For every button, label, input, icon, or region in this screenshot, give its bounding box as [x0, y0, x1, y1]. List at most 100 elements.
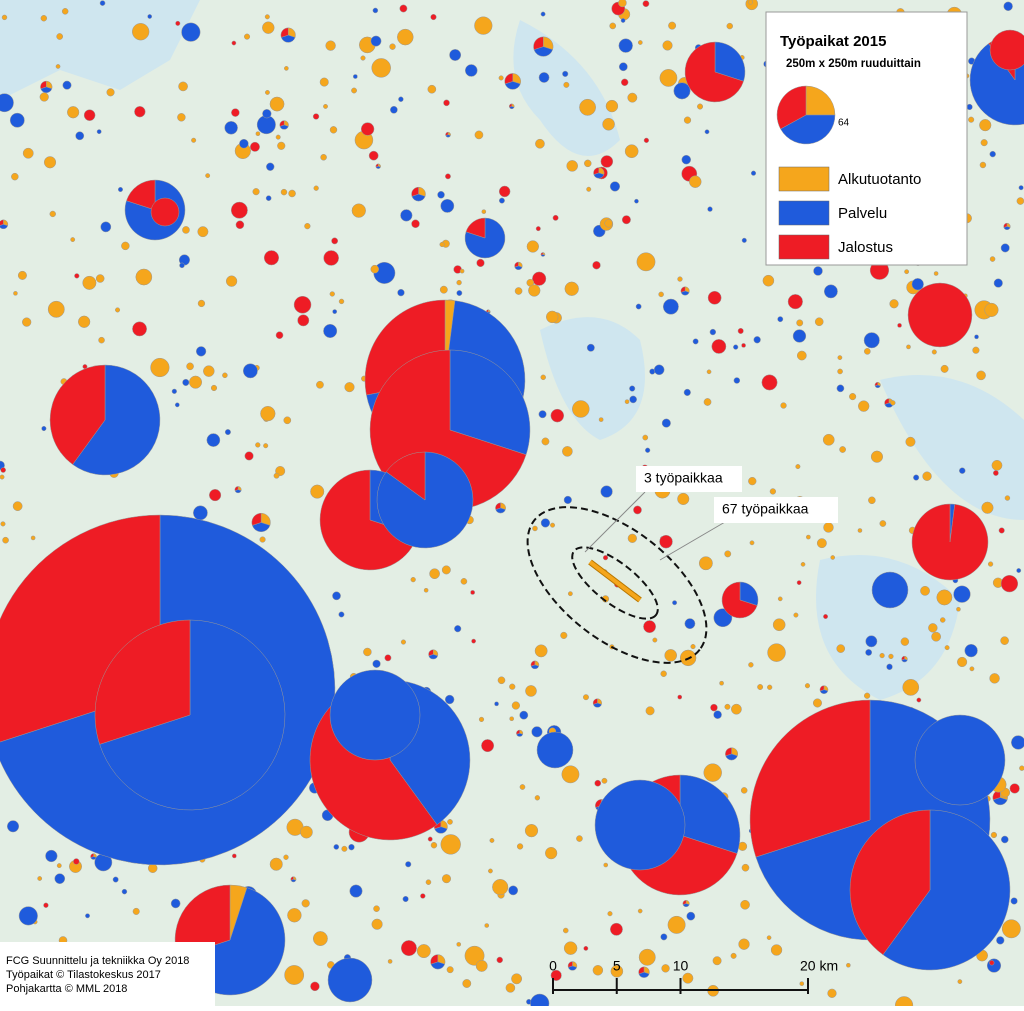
- pie-slice: [78, 315, 91, 328]
- pie-slice: [777, 316, 784, 323]
- pie-slice: [536, 731, 574, 769]
- pie-slice: [279, 120, 285, 127]
- inner-ellipse: [571, 546, 659, 620]
- legend-pie: [776, 85, 836, 145]
- pie-slice: [397, 28, 414, 46]
- pie-slice: [399, 4, 408, 13]
- pie-slice: [814, 317, 824, 327]
- pie-slice: [251, 522, 271, 533]
- pie-slice: [1000, 636, 1009, 645]
- credit: Pohjakartta © MML 2018: [6, 983, 127, 995]
- pie-slice: [430, 14, 437, 21]
- pie-slice: [197, 226, 209, 238]
- pie-slice: [629, 385, 636, 392]
- pie-slice: [600, 155, 614, 168]
- pie-slice: [132, 321, 147, 337]
- pie-slice: [410, 577, 416, 583]
- pie-slice: [886, 663, 893, 671]
- pie-slice: [524, 824, 539, 838]
- pie-slice: [750, 170, 757, 176]
- pie-slice: [444, 694, 455, 705]
- pie-slice: [293, 296, 312, 314]
- pie-slice: [936, 589, 953, 606]
- pie-slice: [713, 710, 722, 719]
- pie-slice: [1, 14, 8, 21]
- pie-slice: [313, 185, 319, 191]
- pie-slice: [400, 209, 413, 222]
- pie-slice: [944, 645, 950, 651]
- pie-slice: [12, 501, 23, 511]
- pie-slice: [534, 644, 548, 658]
- pie-slice: [504, 73, 513, 85]
- pie-slice: [178, 81, 188, 92]
- legend-label: Jalostus: [838, 239, 893, 256]
- pie-slice: [707, 206, 713, 212]
- pie-slice: [888, 653, 894, 660]
- pie-slice: [564, 281, 579, 296]
- pie-slice: [1000, 243, 1010, 253]
- pie-slice: [427, 836, 433, 842]
- pie-slice: [858, 400, 870, 412]
- pie-slice: [387, 959, 393, 964]
- pie-slice: [683, 116, 692, 124]
- pie-slice: [117, 186, 123, 192]
- pie-slice: [348, 843, 355, 851]
- callout-line: [584, 491, 646, 553]
- pie-slice: [284, 66, 289, 71]
- pie-slice: [607, 911, 613, 917]
- pie-slice: [749, 699, 871, 858]
- pie-slice: [280, 188, 288, 196]
- pie-slice: [706, 369, 712, 375]
- pie-slice: [922, 471, 932, 481]
- pie-slice: [933, 271, 939, 276]
- pie-slice: [132, 907, 140, 915]
- pie-slice: [232, 853, 237, 859]
- pie-slice: [979, 161, 987, 169]
- pie-slice: [972, 346, 980, 354]
- pie-slice: [456, 942, 461, 947]
- pie-slice: [795, 464, 801, 470]
- pie-slice: [121, 241, 130, 251]
- pie-slice: [475, 959, 488, 972]
- pie-slice: [509, 716, 514, 722]
- pie-slice: [672, 600, 678, 606]
- pie-slice: [540, 11, 546, 17]
- pie-slice: [533, 36, 544, 50]
- pie-slice: [748, 476, 757, 486]
- scale-bar: 0 5 10 20 km: [549, 958, 838, 994]
- legend-title: Työpaikat 2015: [780, 33, 886, 50]
- pie-slice: [526, 240, 539, 253]
- pie-slice: [428, 649, 434, 657]
- pie-slice: [931, 349, 937, 355]
- pie-slice: [449, 349, 531, 456]
- scale-label: 20 km: [800, 958, 838, 974]
- pie-slice: [864, 348, 871, 355]
- pie-slice: [474, 130, 484, 140]
- pie-slice: [990, 831, 998, 839]
- pie-slice: [540, 374, 546, 381]
- pie-slice: [304, 223, 311, 230]
- pie-slice: [900, 637, 910, 646]
- pie-slice: [456, 279, 462, 286]
- pie-slice: [865, 649, 872, 656]
- pie-slice: [621, 215, 631, 225]
- pie-slice: [56, 863, 62, 869]
- pie-slice: [175, 20, 181, 26]
- pie-slice: [966, 103, 973, 111]
- pie-slice: [653, 364, 665, 376]
- pie-slice: [39, 92, 49, 102]
- pie-slice: [769, 488, 777, 495]
- pie-slice: [197, 299, 206, 308]
- pie-slice: [733, 377, 741, 384]
- pie-slice: [692, 338, 699, 345]
- pie-slice: [989, 29, 1024, 71]
- pie-slice: [449, 49, 462, 61]
- pie-slice: [22, 147, 34, 159]
- pie-slice: [931, 631, 941, 642]
- pie-slice: [398, 96, 404, 102]
- pie-slice: [979, 119, 992, 132]
- pie-slice: [193, 505, 208, 521]
- pie-slice: [905, 436, 916, 447]
- pie-slice: [511, 701, 520, 710]
- pie-slice: [911, 278, 924, 291]
